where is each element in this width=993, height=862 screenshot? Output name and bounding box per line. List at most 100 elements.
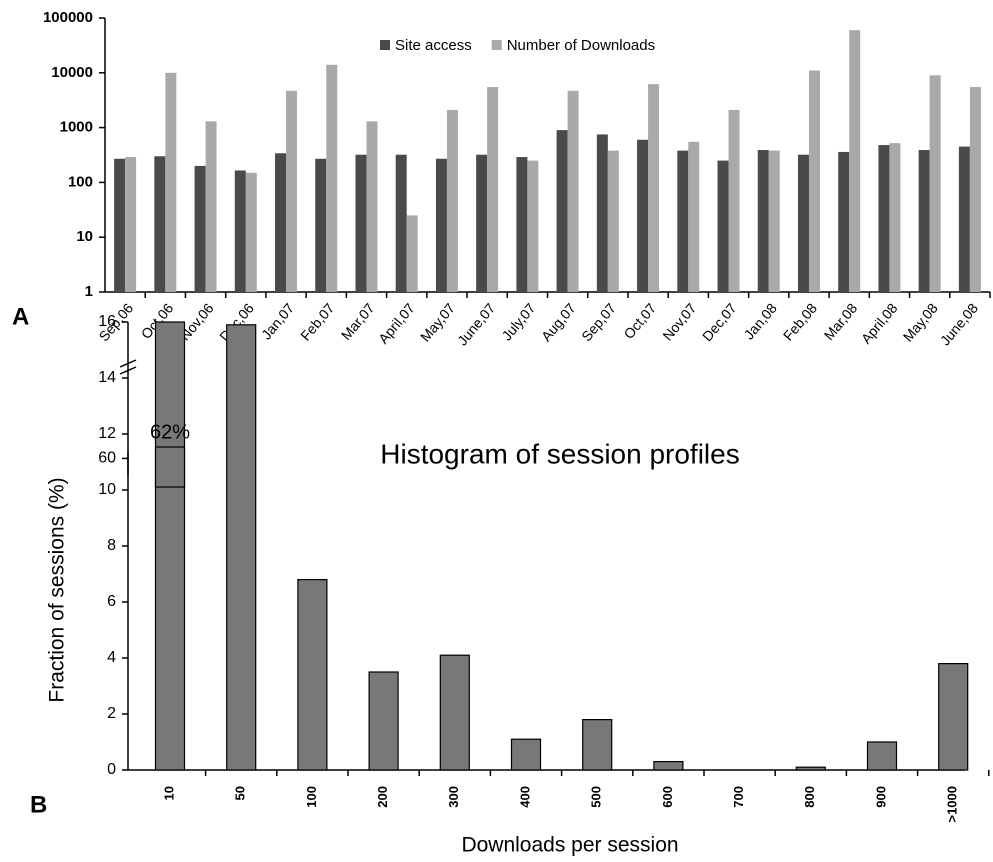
y-tick-label: 0	[107, 761, 116, 778]
bar	[582, 718, 613, 771]
bar	[918, 150, 930, 292]
bar	[958, 146, 970, 292]
bar	[446, 109, 458, 292]
y-tick-label: 10000	[51, 64, 93, 81]
panel-label: B	[30, 791, 47, 818]
bar	[165, 72, 177, 292]
x-tick-label: 10	[161, 786, 176, 800]
bar	[476, 154, 488, 292]
x-tick-label: 800	[802, 786, 817, 808]
bar	[648, 84, 660, 292]
x-tick-label: Nov,07	[659, 300, 699, 344]
bar	[154, 446, 186, 488]
bar	[938, 662, 969, 771]
bar	[878, 145, 890, 292]
x-axis-label: Downloads per session	[461, 834, 678, 857]
bar	[355, 154, 367, 292]
bar	[607, 150, 619, 292]
x-tick-label: 200	[375, 786, 390, 808]
bar	[368, 671, 399, 771]
x-tick-label: Jan,07	[258, 300, 297, 343]
y-axis-label: Fraction of sessions (%)	[46, 477, 69, 702]
x-tick-label: 500	[589, 786, 604, 808]
x-tick-label: >1000	[945, 786, 960, 823]
x-tick-label: 50	[233, 786, 248, 800]
x-tick-label: 100	[304, 786, 319, 808]
legend-swatch	[491, 40, 502, 50]
bar	[567, 90, 579, 292]
x-tick-label: Mar,07	[338, 300, 378, 343]
x-tick-label: Aug,07	[538, 300, 579, 344]
bar	[969, 87, 981, 292]
x-tick-label: Mar,08	[821, 300, 861, 343]
y-tick-label: 12	[98, 425, 116, 442]
x-tick-label: May,07	[417, 300, 458, 345]
bar	[556, 130, 568, 292]
bar-lower	[154, 321, 186, 771]
bar	[849, 30, 861, 292]
bar	[297, 578, 328, 771]
y-tick-label: 60	[98, 450, 116, 467]
legend-swatch	[380, 40, 390, 50]
x-tick-label: Feb,07	[297, 300, 337, 344]
y-tick-label: 10	[98, 481, 116, 498]
x-tick-label: Feb,08	[780, 300, 820, 344]
x-tick-label: Dec,07	[699, 300, 740, 344]
x-tick-label: 400	[517, 786, 532, 808]
x-tick-label: June,08	[937, 300, 981, 349]
bar	[688, 141, 700, 292]
bar	[516, 157, 528, 292]
bar	[527, 160, 539, 292]
bar	[510, 738, 542, 771]
bar	[286, 90, 298, 292]
x-tick-label: May,08	[900, 300, 941, 345]
bar	[717, 160, 729, 292]
bar	[366, 121, 378, 293]
bar	[435, 158, 447, 292]
bar	[439, 654, 470, 771]
bar	[795, 766, 826, 771]
x-tick-label: April,08	[858, 300, 901, 347]
chart-title: Histogram of session profiles	[380, 438, 739, 469]
bar	[326, 64, 338, 293]
bar	[866, 741, 898, 771]
y-tick-label: 2	[107, 705, 116, 722]
x-tick-label: 300	[446, 786, 461, 808]
x-tick-label: 600	[660, 786, 675, 808]
x-tick-label: Jan,08	[741, 300, 780, 343]
bar	[797, 154, 809, 292]
y-tick-label: 100	[68, 173, 93, 190]
x-tick-label: July,07	[498, 300, 538, 344]
bar	[245, 172, 257, 292]
bar	[395, 154, 407, 292]
bar	[838, 151, 850, 292]
x-tick-label: 700	[731, 786, 746, 808]
x-tick-label: Sep,07	[578, 300, 619, 344]
bar	[677, 150, 689, 292]
bar	[768, 150, 780, 292]
bar	[226, 324, 257, 771]
value-label: 62%	[150, 421, 190, 443]
bar	[487, 87, 499, 292]
x-tick-label: April,07	[375, 300, 418, 347]
bar	[728, 109, 740, 292]
legend-label: Site access	[395, 37, 472, 54]
bar	[653, 760, 684, 771]
legend-label: Number of Downloads	[507, 37, 655, 54]
bar	[406, 215, 418, 292]
bar	[889, 143, 901, 292]
panel-label: A	[12, 303, 29, 330]
bar	[194, 165, 206, 292]
y-tick-label: 1	[85, 283, 93, 300]
bar	[154, 156, 166, 292]
bar	[315, 158, 327, 292]
bar	[929, 75, 941, 292]
bar	[757, 150, 769, 292]
bar	[808, 70, 820, 292]
y-tick-label: 14	[98, 369, 116, 386]
y-tick-label: 100000	[43, 9, 93, 26]
y-tick-label: 16	[98, 313, 116, 330]
bar	[596, 134, 608, 292]
x-tick-label: Oct,07	[620, 300, 659, 342]
